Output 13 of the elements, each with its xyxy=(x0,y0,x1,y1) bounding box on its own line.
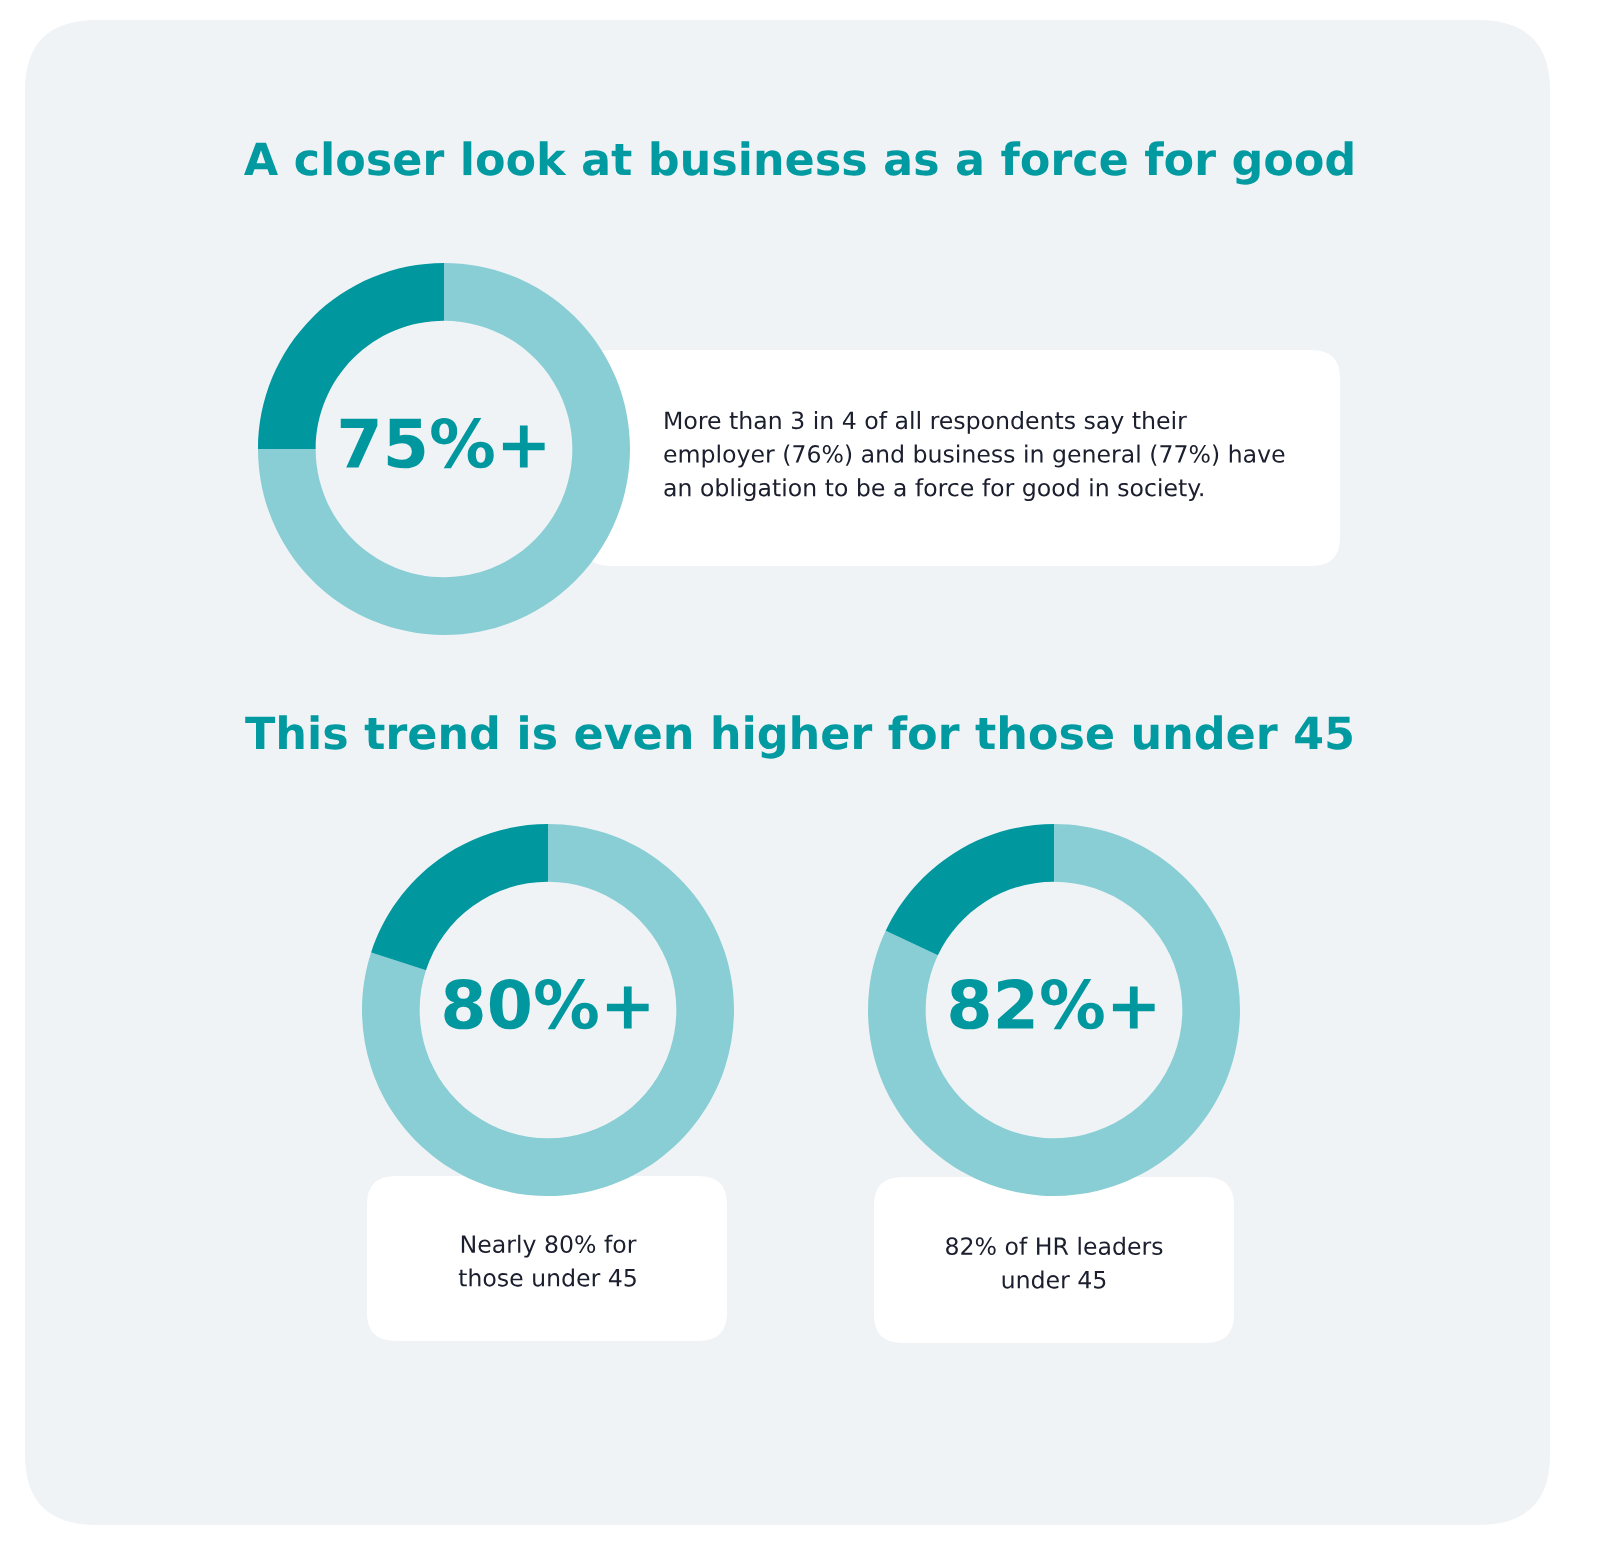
donut-slice xyxy=(258,263,630,635)
text: A closer look at business as a force for good xyxy=(244,141,1353,185)
donut-slice xyxy=(362,824,734,1196)
text: 82%+ xyxy=(950,978,1155,1030)
donut-slice xyxy=(885,824,1054,956)
donut-slice xyxy=(868,824,1240,1196)
text: 80%+ xyxy=(444,978,649,1030)
text: 75%+ xyxy=(340,417,545,469)
text: 82% of HR leaders under 45 xyxy=(946,1236,1163,1289)
text: More than 3 in 4 of all respondents say their employer (76%) and business in general (77%) have an obligation to be a force for good in society. xyxy=(664,410,1285,502)
donut-slice xyxy=(371,824,548,971)
chart-title: This trend is even higher for those under 45 xyxy=(245,715,1352,759)
text: Nearly 80% for those under 45 xyxy=(458,1234,637,1287)
